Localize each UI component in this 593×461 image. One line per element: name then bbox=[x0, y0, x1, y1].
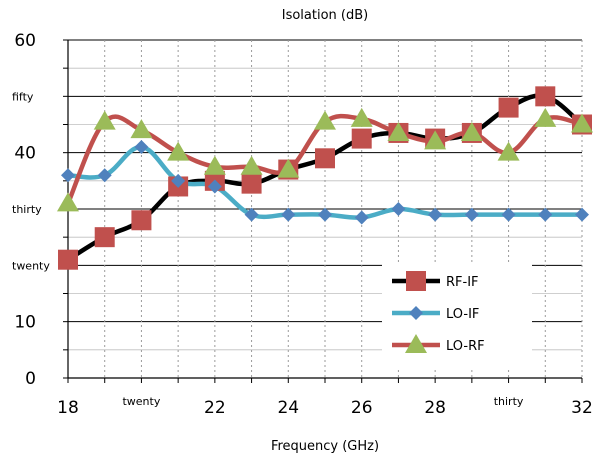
y-tick-label-50: fifty bbox=[12, 90, 34, 103]
point-rf-if-19 bbox=[94, 227, 115, 248]
legend-marker-lo-rf bbox=[405, 334, 427, 353]
point-lo-if-25 bbox=[318, 207, 332, 222]
point-lo-rf-18 bbox=[57, 192, 79, 212]
x-tick-label-22: 22 bbox=[204, 398, 226, 418]
point-lo-rf-28 bbox=[424, 130, 447, 150]
point-lo-rf-27 bbox=[387, 121, 410, 141]
point-lo-rf-24 bbox=[277, 158, 300, 178]
series-markers-lo-rf bbox=[57, 107, 593, 212]
point-rf-if-25 bbox=[315, 148, 335, 169]
point-lo-rf-20 bbox=[130, 119, 153, 139]
x-tick-label-32: 32 bbox=[571, 398, 593, 418]
point-lo-if-21 bbox=[171, 173, 186, 188]
point-lo-rf-29 bbox=[460, 121, 483, 141]
point-lo-if-23 bbox=[244, 207, 259, 222]
point-rf-if-23 bbox=[241, 173, 262, 194]
x-tick-label-28: 28 bbox=[424, 398, 446, 418]
point-rf-if-26 bbox=[351, 128, 372, 149]
point-lo-if-24 bbox=[281, 207, 296, 222]
point-rf-if-20 bbox=[131, 210, 152, 231]
y-tick-label-60: 60 bbox=[14, 31, 36, 51]
point-lo-if-30 bbox=[501, 207, 516, 222]
x-tick-label-18: 18 bbox=[57, 398, 79, 418]
point-rf-if-30 bbox=[498, 97, 519, 118]
point-lo-rf-21 bbox=[167, 141, 190, 161]
point-lo-if-32 bbox=[575, 207, 589, 222]
point-lo-if-22 bbox=[207, 179, 222, 194]
chart-title: Isolation (dB) bbox=[282, 8, 369, 23]
series-layer bbox=[57, 86, 593, 270]
legend-marker-lo-if bbox=[409, 306, 423, 320]
x-tick-label-20: twenty bbox=[122, 395, 160, 408]
point-lo-rf-23 bbox=[240, 155, 263, 175]
legend-label-rf-if: RF-IF bbox=[446, 275, 479, 290]
y-tick-label-40: 40 bbox=[14, 144, 36, 164]
legend-label-lo-rf: LO-RF bbox=[446, 339, 485, 354]
legend-label-lo-if: LO-IF bbox=[446, 307, 479, 322]
point-lo-if-19 bbox=[97, 168, 112, 183]
point-lo-rf-19 bbox=[93, 110, 116, 130]
x-axis-label: Frequency (GHz) bbox=[271, 439, 379, 454]
point-lo-if-26 bbox=[354, 210, 369, 225]
y-tick-label-0: 0 bbox=[25, 369, 36, 389]
point-lo-if-20 bbox=[134, 140, 149, 155]
point-lo-if-29 bbox=[464, 207, 479, 222]
legend-marker-rf-if bbox=[406, 271, 426, 291]
point-lo-rf-31 bbox=[534, 107, 557, 127]
legend: RF-IF LO-IF LO-RF bbox=[382, 262, 532, 370]
point-lo-rf-22 bbox=[203, 155, 226, 175]
point-lo-rf-26 bbox=[350, 107, 373, 127]
point-lo-rf-30 bbox=[497, 141, 520, 161]
x-tick-label-24: 24 bbox=[277, 398, 299, 418]
y-tick-label-20: twenty bbox=[12, 259, 50, 272]
point-lo-rf-25 bbox=[314, 110, 336, 130]
y-tick-label-30: thirty bbox=[12, 203, 42, 216]
point-lo-if-28 bbox=[428, 207, 443, 222]
x-tick-label-30: thirty bbox=[494, 395, 524, 408]
point-lo-rf-32 bbox=[571, 113, 593, 133]
tick-labels: 0 10 twenty thirty 40 fifty 60 18 twenty 22 24 26 28… bbox=[12, 31, 593, 418]
point-lo-if-31 bbox=[538, 207, 553, 222]
series-markers-lo-if bbox=[61, 140, 589, 225]
point-lo-if-27 bbox=[391, 202, 406, 216]
point-rf-if-31 bbox=[535, 86, 556, 107]
point-rf-if-18 bbox=[58, 249, 78, 270]
y-tick-label-10: 10 bbox=[14, 313, 36, 333]
point-lo-if-18 bbox=[61, 168, 75, 183]
x-tick-label-26: 26 bbox=[351, 398, 373, 418]
